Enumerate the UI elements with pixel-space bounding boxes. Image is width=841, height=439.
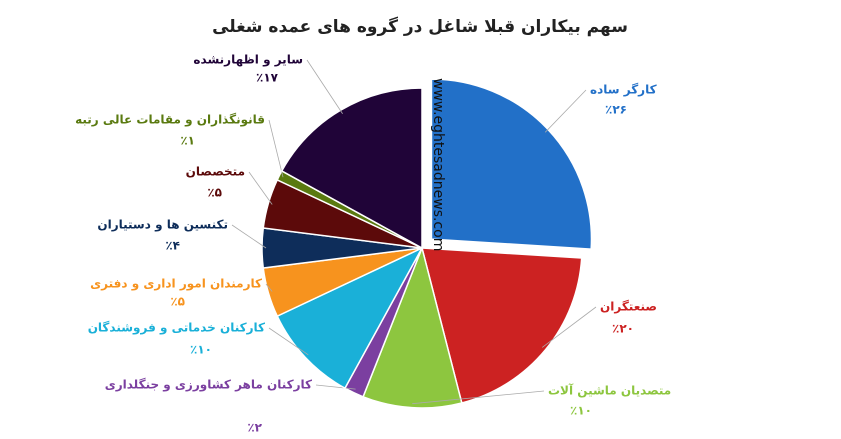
slice-label: کارمندان امور اداری و دفتری bbox=[90, 277, 262, 292]
leader-line bbox=[544, 89, 587, 133]
pie-slice bbox=[362, 245, 463, 409]
leader-line bbox=[231, 224, 267, 249]
watermark: www.eghtesadnews.com bbox=[430, 78, 446, 251]
leader-line bbox=[412, 390, 545, 405]
leader-line bbox=[306, 59, 343, 114]
slice-label: تکنسین ها و دستیاران bbox=[97, 218, 228, 233]
slice-label: سایر و اظهارنشده bbox=[193, 53, 303, 68]
slice-label: صنعتگران bbox=[600, 300, 657, 314]
leader-line bbox=[541, 306, 597, 348]
value-label: ٪۲ bbox=[247, 421, 262, 435]
leader-line bbox=[268, 327, 309, 356]
value-label: ٪۴ bbox=[165, 239, 180, 253]
slice-label: کارگر ساده bbox=[590, 83, 657, 97]
slice-label: قانونگذاران و مقامات عالی رتبه bbox=[75, 113, 265, 128]
pie-slice bbox=[276, 246, 424, 390]
leader-line bbox=[265, 283, 273, 292]
value-label: ٪۱۰ bbox=[190, 343, 212, 357]
value-label: ٪۱۰ bbox=[570, 404, 592, 418]
leader-line bbox=[268, 119, 284, 178]
value-label: ٪۵ bbox=[207, 186, 222, 200]
value-label: ٪۲۶ bbox=[605, 103, 627, 117]
slice-label: متخصصان bbox=[186, 165, 245, 179]
leader-line bbox=[315, 384, 356, 390]
value-label: ٪۱۷ bbox=[256, 71, 279, 85]
value-label: ٪۵ bbox=[170, 295, 185, 309]
slice-label: کارکنان خدماتی و فروشندگان bbox=[88, 321, 265, 336]
value-label: ٪۱ bbox=[180, 134, 195, 148]
leader-line bbox=[248, 171, 273, 205]
value-label: ٪۲۰ bbox=[612, 322, 634, 336]
slice-label: متصدیان ماشین آلات bbox=[548, 383, 671, 398]
chart-title: سهم بیکاران قبلا شاغل در گروه های عمده ش… bbox=[212, 16, 628, 37]
slice-label: کارکنان ماهر کشاورزی و جنگلداری bbox=[105, 378, 312, 393]
